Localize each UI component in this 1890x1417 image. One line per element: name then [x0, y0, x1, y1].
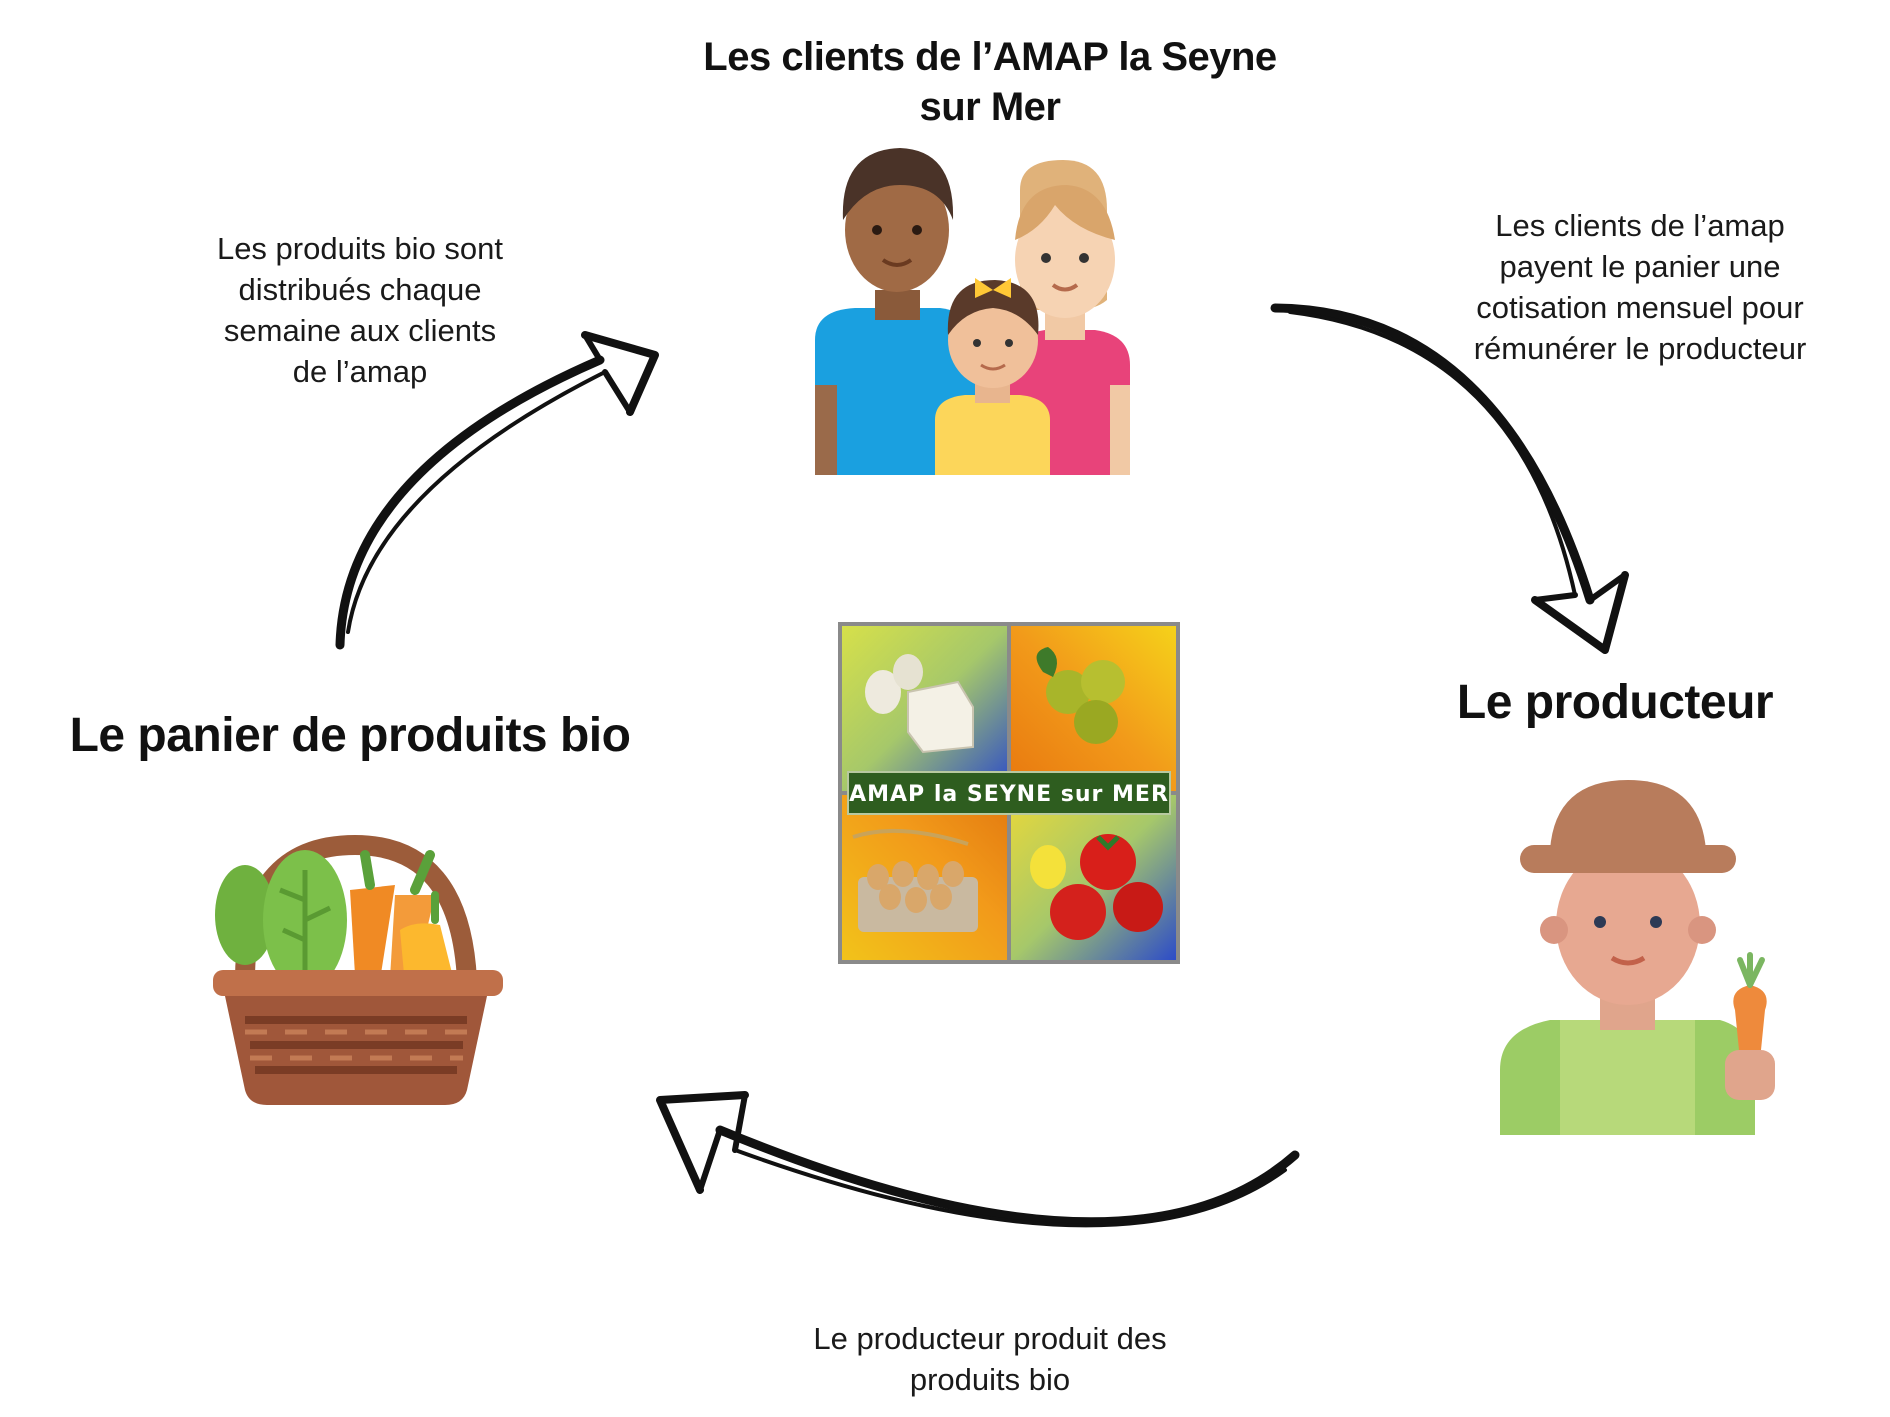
- production-caption: Le producteur produit des produits bio: [813, 1321, 1167, 1397]
- amap-logo-icon: AMAP la SEYNE sur MER: [838, 622, 1180, 964]
- payment-caption: Les clients de l’amap payent le panier u…: [1473, 208, 1807, 366]
- basket-title: Le panier de produits bio: [69, 709, 631, 762]
- distribution-caption: Les produits bio sont distribués chaque …: [216, 231, 504, 389]
- family-icon: [815, 148, 1130, 475]
- vegetable-basket-icon: [213, 834, 503, 1105]
- clients-title: Les clients de l’AMAP la Seyne sur Mer: [703, 35, 1277, 129]
- farmer-icon: [1500, 780, 1775, 1135]
- producer-title: Le producteur: [1456, 676, 1774, 729]
- logo-banner-text: AMAP la SEYNE sur MER: [849, 782, 1169, 807]
